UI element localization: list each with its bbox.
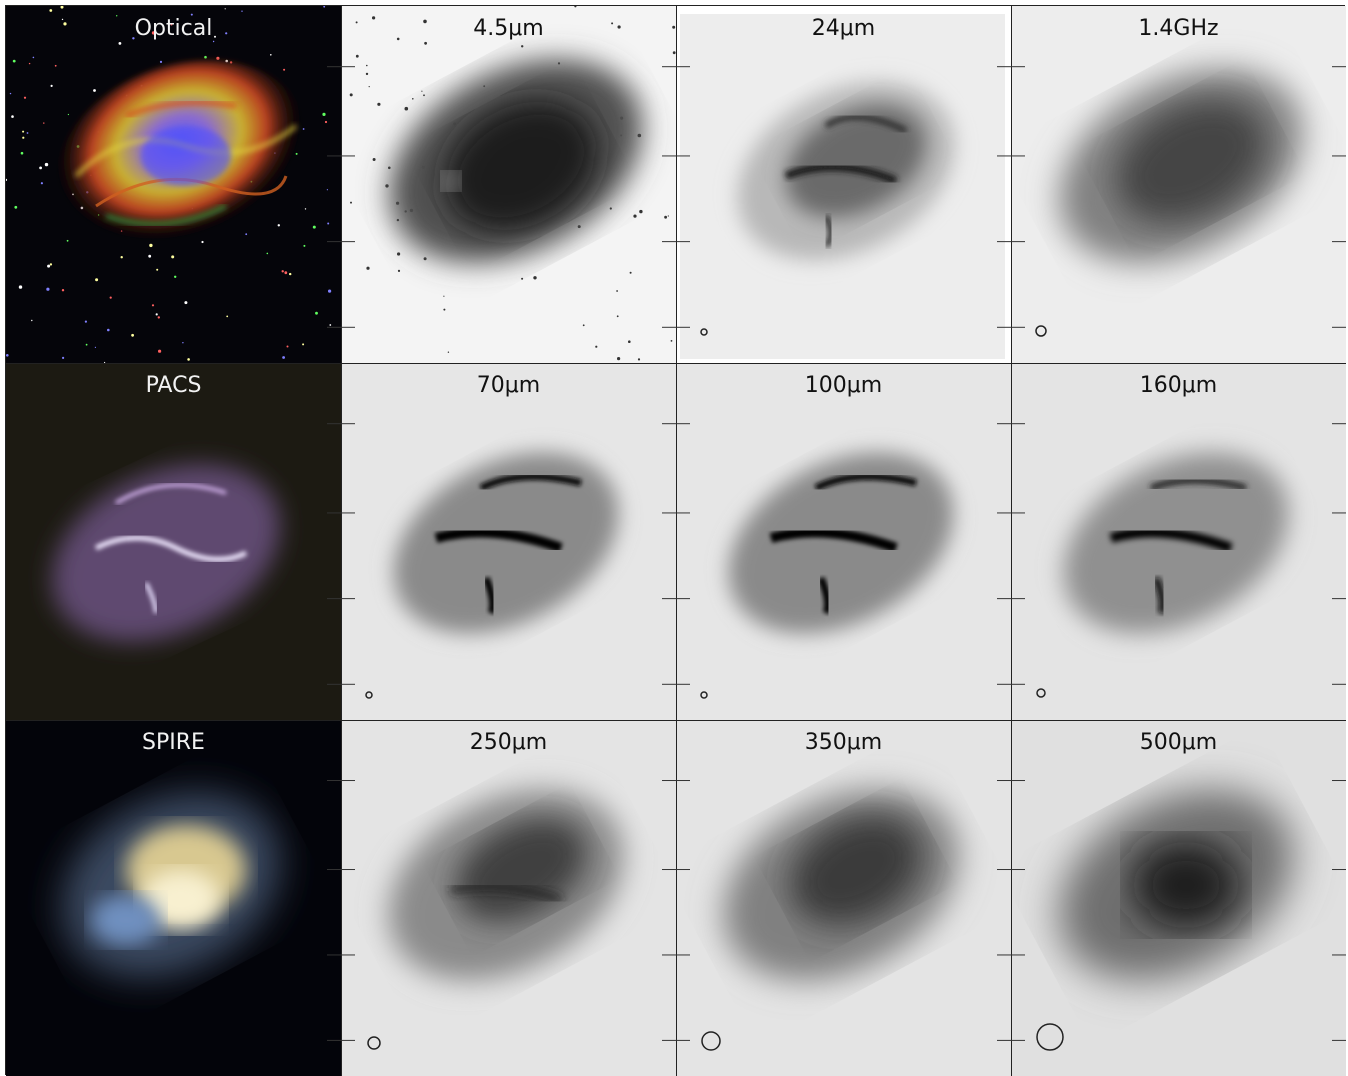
panel-4-5um: 4.5μm xyxy=(341,6,676,363)
panel-1-4ghz: 1.4GHz xyxy=(1011,6,1346,363)
panel-100um: 100μm xyxy=(676,363,1011,720)
beam-circle-icon xyxy=(365,691,373,699)
beam-circle-icon xyxy=(367,1036,381,1050)
panel-optical: Optical xyxy=(6,6,341,363)
crab-nebula-panel-grid: Optical 4.5μm 24μm xyxy=(5,5,1346,1076)
optical-nebula-image xyxy=(6,6,341,363)
nebula-image-1-4ghz xyxy=(1011,6,1346,363)
panel-spire: SPIRE xyxy=(6,720,341,1076)
panel-24um: 24μm xyxy=(676,6,1011,363)
beam-circle-icon xyxy=(1036,1023,1064,1051)
spire-composite-image xyxy=(6,720,341,1076)
nebula-image-250um xyxy=(341,720,676,1076)
grid-divider xyxy=(6,720,1346,721)
grid-divider xyxy=(676,6,677,1076)
nebula-image-350um xyxy=(676,720,1011,1076)
panel-350um: 350μm xyxy=(676,720,1011,1076)
grid-divider xyxy=(6,363,1346,364)
beam-circle-icon xyxy=(1036,688,1046,698)
panel-500um: 500μm xyxy=(1011,720,1346,1076)
nebula-image-24um xyxy=(676,6,1011,363)
beam-circle-icon xyxy=(1035,325,1047,337)
beam-circle-icon xyxy=(701,1031,721,1051)
nebula-image-70um xyxy=(341,363,676,720)
panel-250um: 250μm xyxy=(341,720,676,1076)
grid-divider xyxy=(341,6,342,1076)
nebula-image-160um xyxy=(1011,363,1346,720)
grid-divider xyxy=(1011,6,1012,1076)
nebula-image-100um xyxy=(676,363,1011,720)
pacs-composite-image xyxy=(6,363,341,720)
panel-70um: 70μm xyxy=(341,363,676,720)
panel-160um: 160μm xyxy=(1011,363,1346,720)
nebula-image-4-5um xyxy=(341,6,676,363)
panel-pacs: PACS xyxy=(6,363,341,720)
beam-circle-icon xyxy=(700,691,708,699)
beam-circle-icon xyxy=(700,328,708,336)
nebula-image-500um xyxy=(1011,720,1346,1076)
